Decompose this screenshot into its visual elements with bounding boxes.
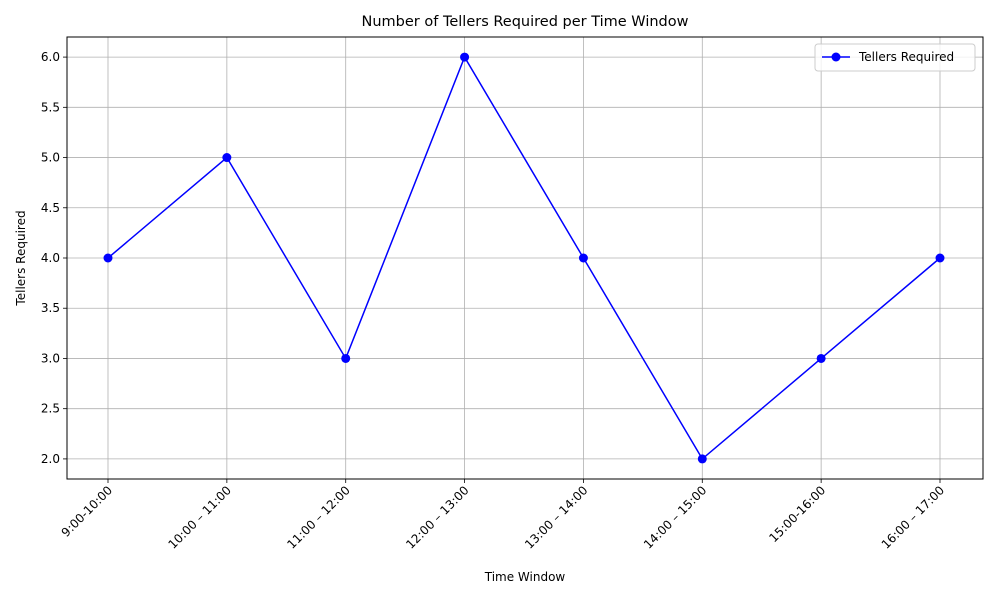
legend-label-tellers-required: Tellers Required (858, 50, 954, 64)
y-axis-title: Tellers Required (14, 210, 28, 306)
x-tick-label: 15:00-16:00 (766, 483, 828, 545)
data-point (697, 454, 707, 464)
y-tick-label: 2.0 (41, 452, 60, 466)
legend-box (814, 43, 976, 72)
x-axis: 9:00-10:00 10:00 – 11:00 11:00 – 12:00 12:0… (59, 479, 947, 552)
x-tick-label: 11:00 – 12:00 (284, 483, 352, 551)
x-tick-label: 16:00 – 17:00 (879, 483, 947, 551)
data-point (103, 253, 113, 263)
x-tick-label: 10:00 – 11:00 (166, 483, 234, 551)
y-tick-label: 3.0 (41, 351, 60, 365)
y-tick-label: 4.0 (41, 251, 60, 265)
legend: Tellers Required (814, 43, 976, 72)
data-point (222, 153, 232, 163)
y-tick-label: 5.0 (41, 151, 60, 165)
x-tick-label: 14:00 – 15:00 (641, 483, 709, 551)
x-tick-label: 13:00 – 14:00 (522, 483, 590, 551)
y-tick-label: 6.0 (41, 50, 60, 64)
data-point (935, 253, 945, 263)
x-tick-label: 9:00-10:00 (59, 483, 115, 539)
y-tick-label: 3.5 (41, 301, 60, 315)
series-line (107, 55, 941, 461)
x-tick-label: 12:00 – 13:00 (403, 483, 471, 551)
chart-title: Number of Tellers Required per Time Wind… (362, 14, 689, 30)
grid (67, 37, 983, 479)
data-point (578, 253, 588, 263)
data-point (341, 353, 351, 363)
data-point (816, 353, 826, 363)
legend-marker-sample (831, 52, 841, 62)
data-point (460, 52, 470, 62)
y-tick-label: 5.5 (41, 100, 60, 114)
x-axis-title: Time Window (484, 570, 566, 584)
y-tick-label: 4.5 (41, 201, 60, 215)
series-layer (103, 52, 945, 464)
y-axis: 2.0 2.5 3.0 3.5 4.0 4.5 5.0 5.5 6.0 (41, 50, 67, 466)
y-tick-label: 2.5 (41, 402, 60, 416)
